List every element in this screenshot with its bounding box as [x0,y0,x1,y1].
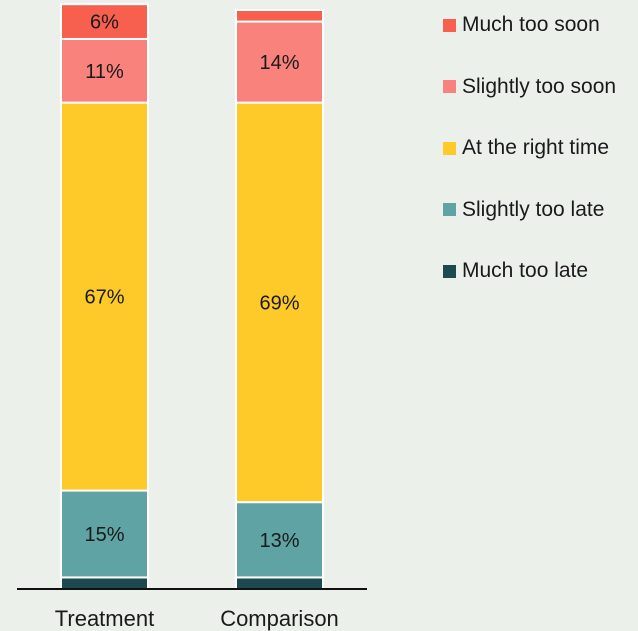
data-label: 67% [84,287,124,309]
data-label: 6% [90,12,119,34]
legend-swatch [443,264,456,278]
bar-segment-treatment-4 [60,3,149,40]
legend-item: At the right time [443,133,638,163]
category-label-treatment: Treatment [55,606,154,631]
legend-item: Much too soon [443,10,638,40]
bar-segment-comparison-4 [235,9,324,23]
bar-segment-comparison-0 [235,576,324,590]
legend-swatch [443,18,456,32]
legend: Much too soon Slightly too soon At the rig… [443,10,638,318]
legend-label: Much too soon [462,13,600,36]
legend-item: Slightly too late [443,195,638,225]
category-label-comparison: Comparison [220,606,339,631]
bar-segment-treatment-1 [60,489,149,579]
legend-label: Much too late [462,259,589,282]
bar-segment-comparison-1 [235,501,324,579]
bar-segment-comparison-3 [235,20,324,104]
data-label: 69% [259,292,299,314]
legend-item: Much too late [443,256,638,286]
data-label: 11% [85,61,124,83]
bar-segment-treatment-0 [60,576,149,590]
legend-label: Slightly too late [462,197,605,221]
legend-swatch [443,141,456,155]
legend-item: Slightly too soon [443,72,638,102]
legend-label: At the right time [462,136,610,159]
bar-segment-treatment-2 [60,101,149,492]
data-label: 15% [84,524,124,546]
legend-swatch [443,203,456,216]
bar-segment-comparison-2 [235,101,324,504]
data-label: 14% [259,52,299,74]
legend-swatch [443,80,456,93]
data-label: 13% [259,530,299,552]
legend-label: Slightly too soon [462,74,617,98]
